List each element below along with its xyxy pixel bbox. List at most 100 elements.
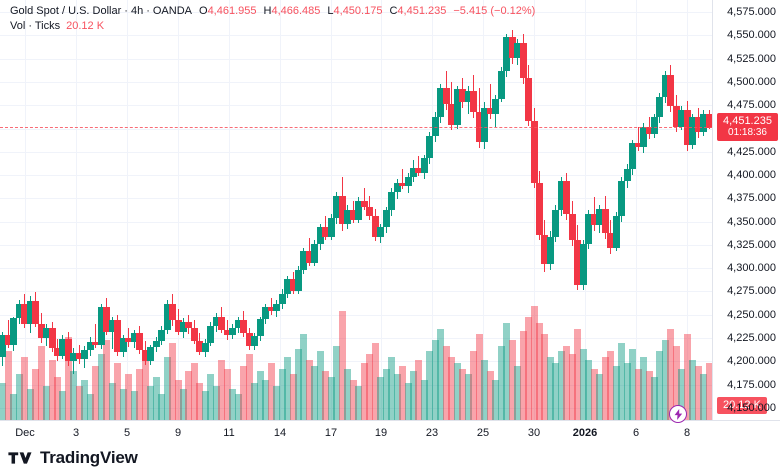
candlestick bbox=[175, 0, 182, 420]
candlestick bbox=[541, 0, 548, 420]
candlestick bbox=[333, 0, 340, 420]
volume-bar bbox=[569, 354, 576, 420]
candlestick bbox=[613, 0, 620, 420]
candle-body bbox=[388, 192, 395, 210]
candle-body bbox=[624, 169, 631, 181]
candle-body bbox=[54, 348, 61, 356]
candlestick bbox=[81, 0, 88, 420]
volume-bar bbox=[350, 380, 357, 420]
candlestick bbox=[383, 0, 390, 420]
price-tick-label: 4,550.000 bbox=[727, 29, 776, 41]
volume-bar bbox=[169, 343, 176, 420]
volume-bar bbox=[448, 357, 455, 420]
volume-bar bbox=[339, 311, 346, 420]
candle-body bbox=[70, 353, 77, 361]
candle-body bbox=[667, 75, 674, 106]
candle-body bbox=[284, 279, 291, 294]
candlestick bbox=[164, 0, 171, 420]
candlestick bbox=[98, 0, 105, 420]
price-tick-label: 4,500.000 bbox=[727, 76, 776, 88]
candlestick bbox=[218, 0, 225, 420]
volume-bar bbox=[563, 346, 570, 420]
candle-body bbox=[350, 210, 357, 220]
candle-body bbox=[372, 216, 379, 237]
price-tick-label: 4,375.000 bbox=[727, 192, 776, 204]
candlestick bbox=[54, 0, 61, 420]
candlestick bbox=[136, 0, 143, 420]
candlestick bbox=[667, 0, 674, 420]
candlestick bbox=[76, 0, 83, 420]
candle-body bbox=[65, 339, 72, 361]
candle-body bbox=[290, 279, 297, 291]
candlestick bbox=[5, 0, 12, 420]
volume-bar bbox=[300, 334, 307, 420]
candle-wick bbox=[8, 320, 9, 348]
candlestick bbox=[547, 0, 554, 420]
candlestick bbox=[235, 0, 242, 420]
candlestick bbox=[284, 0, 291, 420]
tradingview-wordmark: TradingView bbox=[40, 447, 138, 467]
volume-bar bbox=[180, 389, 187, 420]
candlestick bbox=[114, 0, 121, 420]
candle-body bbox=[218, 317, 225, 330]
volume-bar bbox=[185, 371, 192, 420]
candlestick bbox=[399, 0, 406, 420]
volume-bar bbox=[487, 371, 494, 420]
price-gridline bbox=[0, 385, 712, 386]
candle-body bbox=[333, 196, 340, 218]
volume-bar bbox=[388, 357, 395, 420]
candle-body bbox=[300, 251, 307, 270]
candlestick bbox=[481, 0, 488, 420]
price-gridline bbox=[0, 338, 712, 339]
price-scale[interactable]: 4,451.235 01:18:36 20.12 K 4,575.000 4,55… bbox=[712, 0, 780, 420]
candle-wick bbox=[490, 84, 491, 119]
volume-bar bbox=[399, 366, 406, 420]
time-gridline bbox=[432, 0, 433, 420]
candle-body bbox=[21, 304, 28, 324]
candlestick bbox=[596, 0, 603, 420]
candlestick bbox=[103, 0, 110, 420]
volume-bar bbox=[531, 306, 538, 420]
current-price-line bbox=[0, 127, 712, 128]
candle-body bbox=[0, 335, 6, 357]
candlestick bbox=[59, 0, 66, 420]
tradingview-logo[interactable]: TradingView bbox=[8, 448, 138, 468]
candlestick bbox=[415, 0, 422, 420]
candle-body bbox=[695, 117, 702, 132]
candle-body bbox=[394, 183, 401, 192]
candle-body bbox=[541, 235, 548, 264]
volume-bar bbox=[207, 374, 214, 420]
volume-bar bbox=[59, 391, 66, 420]
candlestick bbox=[421, 0, 428, 420]
candlestick bbox=[673, 0, 680, 420]
candlestick bbox=[503, 0, 510, 420]
candle-body bbox=[448, 104, 455, 125]
candlestick bbox=[448, 0, 455, 420]
time-scale[interactable]: Dec 3 5 9 11 14 17 19 23 25 30 2026 6 8 bbox=[0, 420, 780, 445]
volume-bar bbox=[32, 369, 39, 420]
candlestick bbox=[16, 0, 23, 420]
volume-bar bbox=[54, 377, 61, 420]
candle-body bbox=[251, 336, 258, 346]
candle-body bbox=[268, 307, 275, 311]
candle-wick bbox=[402, 169, 403, 189]
candlestick bbox=[185, 0, 192, 420]
volume-bar bbox=[618, 343, 625, 420]
candle-body bbox=[207, 326, 214, 343]
volume-bar bbox=[27, 389, 34, 420]
volume-bar bbox=[70, 371, 77, 420]
candlestick bbox=[492, 0, 499, 420]
price-gridline bbox=[0, 315, 712, 316]
candlestick bbox=[125, 0, 132, 420]
realtime-bolt-icon[interactable] bbox=[669, 405, 687, 423]
candlestick bbox=[202, 0, 209, 420]
volume-bar bbox=[120, 389, 127, 420]
volume-bar bbox=[640, 357, 647, 420]
volume-bar bbox=[656, 351, 663, 420]
candlestick bbox=[651, 0, 658, 420]
candle-body bbox=[415, 168, 422, 173]
price-plot-area[interactable] bbox=[0, 0, 712, 420]
price-tick-label: 4,400.000 bbox=[727, 169, 776, 181]
candlestick bbox=[142, 0, 149, 420]
price-gridline bbox=[0, 82, 712, 83]
